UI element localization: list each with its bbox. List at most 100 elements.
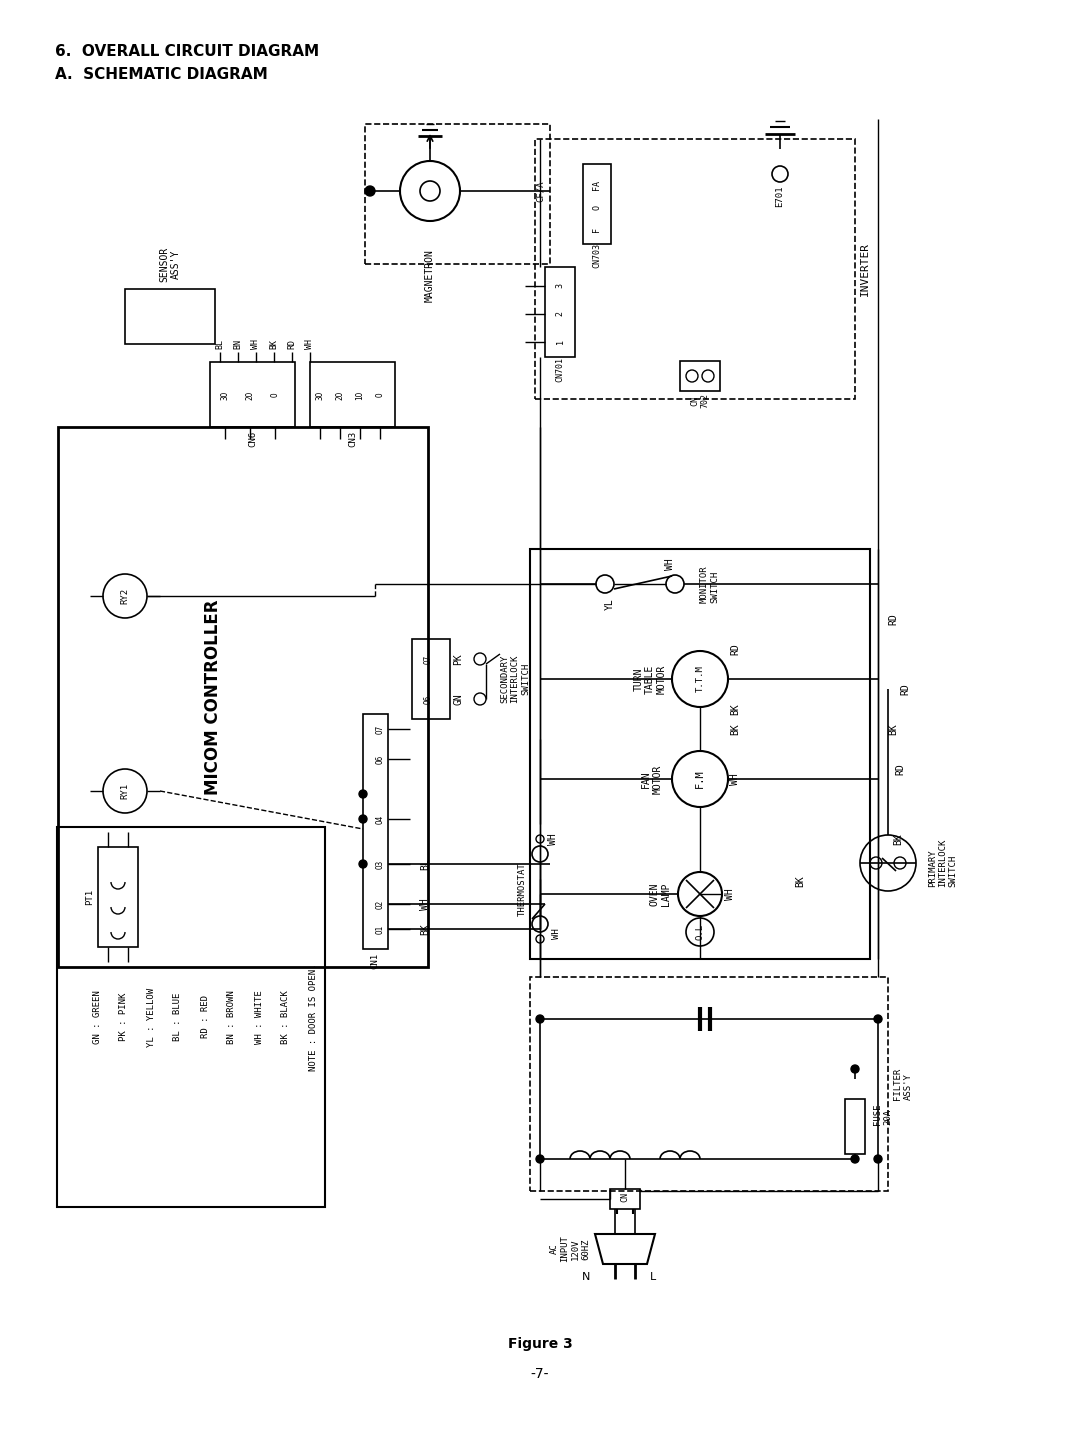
Bar — [57, 827, 325, 1207]
Text: O1: O1 — [376, 924, 384, 934]
Text: BK: BK — [270, 340, 279, 350]
Text: BN: BN — [233, 340, 243, 350]
Bar — [210, 363, 295, 427]
Bar — [583, 164, 611, 245]
Text: Figure 3: Figure 3 — [508, 1337, 572, 1351]
Text: 1O: 1O — [355, 390, 365, 400]
Text: O: O — [376, 393, 384, 397]
Text: RD: RD — [888, 613, 897, 625]
Text: O: O — [270, 393, 280, 397]
Text: MAGNETRON: MAGNETRON — [426, 249, 435, 302]
Bar — [530, 550, 870, 958]
Text: AC
INPUT
120V
60HZ: AC INPUT 120V 60HZ — [550, 1236, 590, 1262]
Bar — [545, 268, 575, 357]
Text: BN : BROWN: BN : BROWN — [228, 990, 237, 1043]
Text: O2: O2 — [376, 899, 384, 908]
Text: NOTE : DOOR IS OPEN.: NOTE : DOOR IS OPEN. — [309, 963, 318, 1071]
Text: OVEN
LAMP: OVEN LAMP — [649, 882, 671, 905]
Text: RY1: RY1 — [121, 783, 130, 799]
Text: MICOM CONTROLLER: MICOM CONTROLLER — [204, 599, 222, 794]
Circle shape — [359, 861, 367, 868]
Text: YL: YL — [605, 599, 615, 610]
Text: N: N — [582, 1272, 590, 1282]
Text: SENSOR
ASS'Y: SENSOR ASS'Y — [159, 246, 180, 282]
Text: THERMOSTAT: THERMOSTAT — [517, 862, 527, 915]
Text: BL: BL — [216, 340, 225, 350]
Text: WH: WH — [420, 898, 430, 909]
Text: MONITOR
SWITCH: MONITOR SWITCH — [700, 566, 719, 603]
Polygon shape — [595, 1235, 654, 1263]
Text: WH: WH — [725, 888, 735, 899]
Text: L: L — [650, 1272, 657, 1282]
Bar — [610, 1189, 640, 1209]
Text: GN : GREEN: GN : GREEN — [93, 990, 102, 1043]
Text: 2O: 2O — [336, 390, 345, 400]
Text: FILTER
ASS'Y: FILTER ASS'Y — [893, 1068, 913, 1101]
Text: CN
702: CN 702 — [690, 393, 710, 409]
Text: BK: BK — [420, 924, 430, 935]
Bar — [365, 124, 550, 263]
Text: YL : YELLOW: YL : YELLOW — [147, 987, 156, 1046]
Text: BL : BLUE: BL : BLUE — [174, 993, 183, 1042]
Text: PK: PK — [453, 653, 463, 665]
Text: CN6: CN6 — [248, 430, 257, 448]
Circle shape — [359, 814, 367, 823]
Text: RD: RD — [900, 684, 910, 695]
Text: O6: O6 — [423, 695, 432, 704]
Text: FAN
MOTOR: FAN MOTOR — [642, 764, 663, 794]
Circle shape — [851, 1065, 859, 1073]
Text: -7-: -7- — [530, 1367, 550, 1381]
Text: CN701: CN701 — [555, 357, 565, 381]
Text: 2O: 2O — [245, 390, 255, 400]
Text: RD: RD — [287, 340, 297, 350]
Text: CN1: CN1 — [370, 953, 379, 968]
Text: BK: BK — [888, 724, 897, 735]
Bar — [530, 977, 888, 1191]
Text: WH: WH — [548, 833, 558, 845]
Text: BK : BLACK: BK : BLACK — [282, 990, 291, 1043]
Bar — [125, 289, 215, 344]
Text: CN703: CN703 — [593, 243, 602, 269]
Text: WH: WH — [730, 773, 740, 784]
Text: INVERTER: INVERTER — [860, 242, 870, 296]
Text: O3: O3 — [376, 859, 384, 869]
Circle shape — [536, 1156, 544, 1163]
Text: SECONDARY
INTERLOCK
SWITCH: SECONDARY INTERLOCK SWITCH — [500, 655, 530, 704]
Text: 3O: 3O — [220, 390, 229, 400]
Text: O.L: O.L — [696, 924, 704, 940]
Circle shape — [359, 790, 367, 799]
Text: WH: WH — [665, 558, 675, 570]
Text: TURN
TABLE
MOTOR: TURN TABLE MOTOR — [633, 665, 666, 694]
Text: CF/A: CF/A — [536, 180, 544, 201]
Text: O6: O6 — [376, 754, 384, 764]
Text: BL: BL — [420, 858, 430, 869]
Text: WH : WHITE: WH : WHITE — [255, 990, 264, 1043]
Text: 2: 2 — [555, 311, 565, 317]
Text: GN: GN — [453, 694, 463, 705]
Text: O4: O4 — [376, 814, 384, 823]
Text: E701: E701 — [775, 186, 784, 207]
Text: CN: CN — [621, 1191, 630, 1202]
Bar — [535, 140, 855, 399]
Bar — [58, 427, 428, 967]
Text: WH: WH — [552, 928, 561, 940]
Text: A.  SCHEMATIC DIAGRAM: A. SCHEMATIC DIAGRAM — [55, 68, 268, 82]
Text: O7: O7 — [423, 655, 432, 663]
Bar — [845, 1099, 865, 1154]
Circle shape — [536, 1014, 544, 1023]
Circle shape — [365, 186, 375, 196]
Text: 6.  OVERALL CIRCUIT DIAGRAM: 6. OVERALL CIRCUIT DIAGRAM — [55, 45, 319, 59]
Text: BK: BK — [730, 724, 740, 735]
Text: PK : PINK: PK : PINK — [120, 993, 129, 1042]
Text: RY2: RY2 — [121, 589, 130, 604]
Text: O7: O7 — [376, 724, 384, 734]
Text: F.M: F.M — [696, 770, 705, 789]
Text: F: F — [593, 226, 602, 232]
Text: 1: 1 — [555, 340, 565, 344]
Bar — [98, 848, 138, 947]
Text: BK: BK — [730, 704, 740, 715]
Bar — [310, 363, 395, 427]
Circle shape — [874, 1156, 882, 1163]
Bar — [680, 361, 720, 391]
Text: PT1: PT1 — [85, 889, 95, 905]
